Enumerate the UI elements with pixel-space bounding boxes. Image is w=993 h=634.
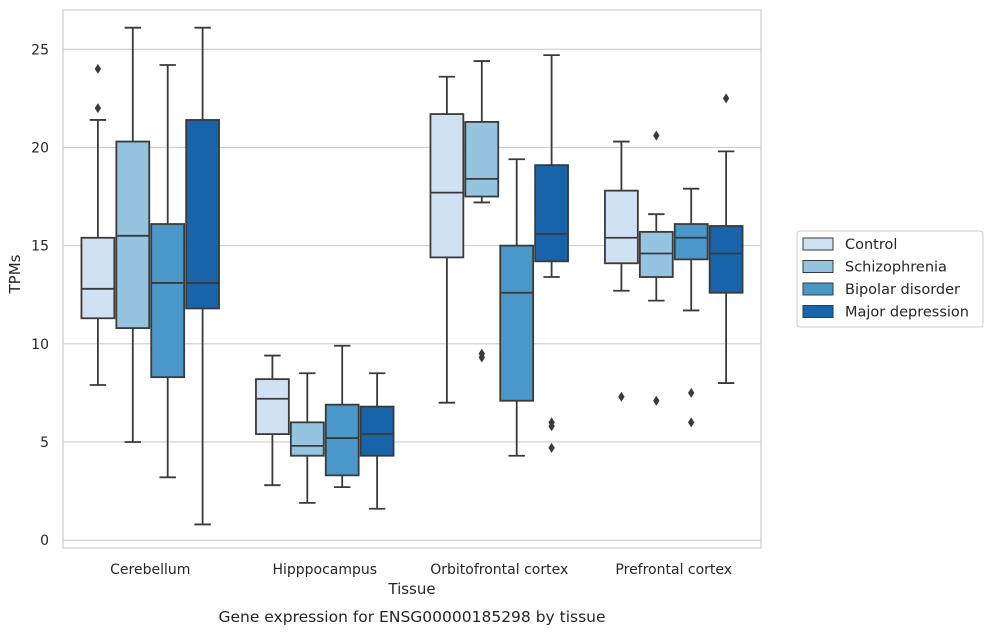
- legend-swatch: [802, 305, 834, 318]
- box-schizophrenia: [289, 372, 325, 504]
- x-tick-label: Hipppocampus: [272, 562, 377, 578]
- outlier-point: [688, 417, 695, 428]
- iqr-box: [429, 113, 465, 259]
- outlier-point: [548, 442, 555, 453]
- y-tick-label: 25: [31, 42, 49, 58]
- iqr-box: [464, 121, 500, 198]
- iqr-box: [185, 119, 220, 310]
- box-major-depression: [534, 54, 569, 453]
- outlier-point: [653, 130, 660, 141]
- box-control: [429, 75, 465, 404]
- box-major-depression: [708, 93, 744, 384]
- legend-swatch: [802, 260, 834, 273]
- legend-label: Schizophrenia: [845, 260, 947, 276]
- outlier-point: [688, 387, 695, 398]
- box-bipolar-disorder: [150, 64, 186, 479]
- plot-frame: [62, 9, 762, 549]
- outlier-point: [722, 93, 730, 104]
- box-schizophrenia: [115, 26, 151, 443]
- iqr-box: [80, 236, 116, 320]
- boxes: [80, 26, 744, 526]
- x-axis-label: Tissue: [387, 580, 435, 598]
- x-tick-label: Orbitofrontal cortex: [430, 562, 568, 578]
- outlier-point: [94, 103, 102, 114]
- legend-label: Control: [845, 237, 897, 253]
- legend-label: Bipolar disorder: [845, 282, 960, 298]
- y-tick-label: 10: [31, 337, 49, 353]
- iqr-box: [150, 223, 186, 379]
- y-axis-label: TPMs: [6, 254, 24, 294]
- iqr-box: [534, 164, 569, 263]
- legend-swatch: [802, 282, 834, 296]
- iqr-box: [673, 223, 709, 261]
- box-bipolar-disorder: [499, 158, 535, 457]
- iqr-box: [115, 140, 151, 329]
- box-schizophrenia: [638, 130, 674, 406]
- y-tick-label: 20: [31, 140, 49, 156]
- iqr-box: [359, 405, 395, 457]
- box-control: [80, 63, 116, 386]
- legend-frame: [796, 230, 984, 328]
- iqr-box: [289, 421, 325, 457]
- outlier-point: [478, 348, 485, 359]
- iqr-box: [324, 403, 360, 477]
- box-bipolar-disorder: [673, 187, 709, 428]
- outlier-point: [548, 417, 555, 428]
- iqr-box: [255, 378, 290, 436]
- outlier-point: [653, 395, 660, 406]
- box-major-depression: [359, 372, 395, 510]
- chart-caption: Gene expression for ENSG00000185298 by t…: [218, 608, 605, 626]
- legend: Control Schizophrenia Bipolar disorder Majo…: [796, 230, 984, 328]
- x-tick-labels: Cerebellum Hipppocampus Orbitofrontal cort…: [110, 562, 732, 578]
- iqr-box: [638, 230, 674, 278]
- box-control: [255, 354, 290, 487]
- box-bipolar-disorder: [324, 344, 360, 489]
- x-tick-label: Cerebellum: [110, 562, 190, 578]
- iqr-box: [604, 189, 639, 265]
- box-schizophrenia: [464, 60, 500, 363]
- box-major-depression: [185, 26, 220, 526]
- box-control: [604, 140, 639, 402]
- y-tick-label: 5: [40, 435, 49, 451]
- y-tick-labels: 0 5 10 15 20 25: [31, 42, 49, 549]
- x-tick-label: Prefrontal cortex: [615, 562, 732, 578]
- y-tick-label: 15: [31, 239, 49, 255]
- legend-label: Major depression: [845, 305, 969, 321]
- legend-swatch: [802, 237, 834, 251]
- iqr-box: [499, 244, 535, 402]
- outlier-point: [618, 391, 625, 402]
- outlier-point: [94, 63, 102, 74]
- y-tick-label: 0: [40, 533, 49, 549]
- iqr-box: [708, 225, 744, 294]
